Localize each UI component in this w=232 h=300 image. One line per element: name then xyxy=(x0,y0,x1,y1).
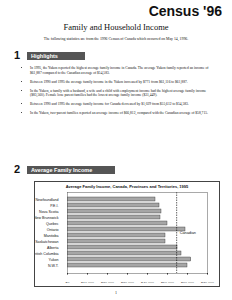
svg-text:Alberta: Alberta xyxy=(47,246,58,250)
html-text:Average Family Income, Canada,: Average Family Income, Canada, Provinces… xyxy=(65,184,189,189)
html-text:In 1995, the Yukon reported th: In 1995, the Yukon reported the highest … xyxy=(30,66,209,75)
html-text:The following statistics are f: The following statistics are from the 19… xyxy=(43,37,189,41)
svg-text:Nova Scotia: Nova Scotia xyxy=(39,210,58,214)
svg-text:$30,000: $30,000 xyxy=(121,282,134,283)
svg-text:British Columbia: British Columbia xyxy=(35,252,59,256)
svg-text:$70,000: $70,000 xyxy=(201,282,214,283)
svg-text:$60,000: $60,000 xyxy=(181,282,194,283)
html-text:In the Yukon, a family with a: In the Yukon, a family with a husband, a… xyxy=(30,88,207,98)
html-text:1: 1 xyxy=(14,49,21,61)
svg-text:$40,000: $40,000 xyxy=(141,282,154,283)
svg-text:Manitoba: Manitoba xyxy=(44,234,59,238)
html-text:Between 1990 and 1995 the aver: Between 1990 and 1995 the average family… xyxy=(30,102,189,107)
svg-text:Ontario: Ontario xyxy=(47,228,59,232)
html-text:Census '96: Census '96 xyxy=(148,3,222,19)
html-text:1: 1 xyxy=(115,290,117,295)
html-text:Average Family Income: Average Family Income xyxy=(31,167,93,173)
svg-text:New Brunswick: New Brunswick xyxy=(35,216,59,220)
svg-text:Quebec: Quebec xyxy=(46,222,59,226)
html-text:Highlights: Highlights xyxy=(31,53,58,59)
svg-text:$50,000: $50,000 xyxy=(161,282,174,283)
svg-text:Canadian: Canadian xyxy=(180,231,196,235)
html-text:Family and Household Income: Family and Household Income xyxy=(63,22,169,32)
svg-text:Saskatchewan: Saskatchewan xyxy=(35,240,58,244)
html-text:Between 1990 and 1995 the aver: Between 1990 and 1995 the average family… xyxy=(30,79,188,84)
svg-text:$0: $0 xyxy=(66,282,70,283)
svg-text:P.E.I.: P.E.I. xyxy=(50,204,58,208)
svg-text:$20,000: $20,000 xyxy=(101,282,114,283)
html-text:2: 2 xyxy=(14,163,21,175)
svg-text:$10,000: $10,000 xyxy=(81,282,94,283)
svg-text:Newfoundland: Newfoundland xyxy=(36,198,59,202)
svg-text:N.W.T.: N.W.T. xyxy=(48,264,59,268)
html-text:In the Yukon, two-parent famil: In the Yukon, two-parent families report… xyxy=(30,111,208,116)
svg-text:Yukon: Yukon xyxy=(49,258,59,262)
